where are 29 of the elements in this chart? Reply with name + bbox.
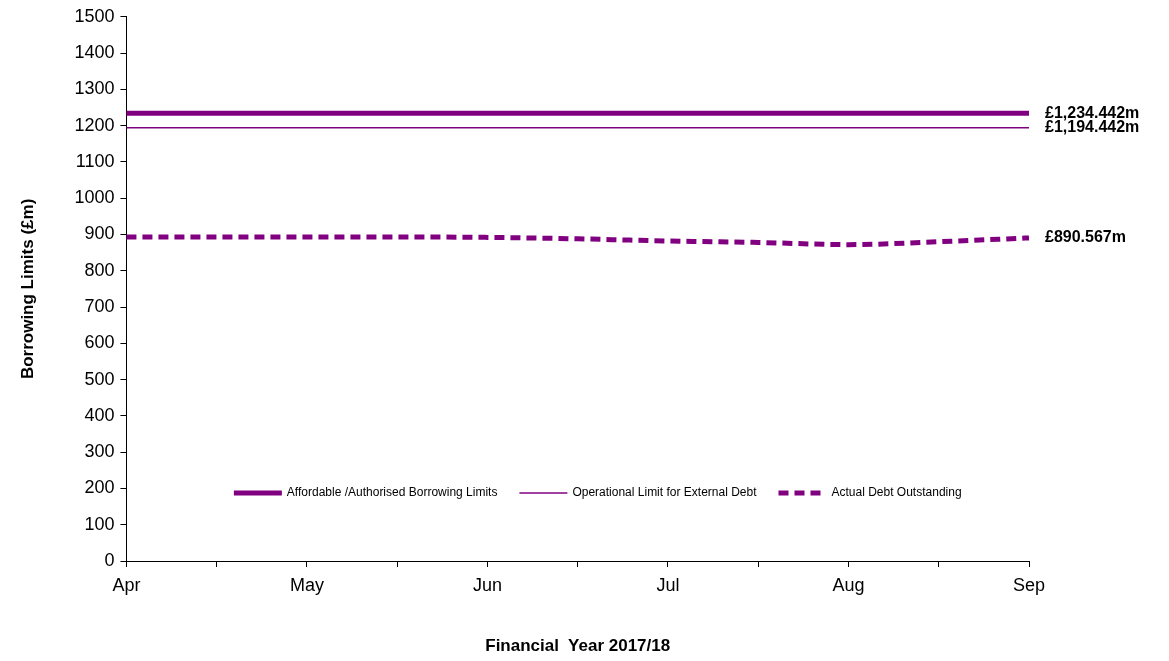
x-tick-label: Jun (472, 574, 502, 595)
y-tick-label: 1000 (74, 187, 115, 208)
y-tick-label: 1500 (74, 5, 115, 26)
y-tick-label: 600 (84, 332, 115, 353)
y-tick-label: 1200 (74, 114, 115, 135)
y-tick-label: 100 (84, 513, 115, 534)
y-tick-label: 200 (84, 477, 115, 498)
legend-label: Actual Debt Outstanding (831, 485, 962, 500)
legend-label: Affordable /Authorised Borrowing Limits (286, 485, 498, 500)
y-axis-title: Borrowing Limits (£m) (17, 198, 37, 380)
text: £890.567m (1045, 228, 1126, 246)
y-tick-label: 900 (84, 223, 115, 244)
legend-label: Operational Limit for External Debt (572, 485, 758, 500)
y-tick-label: 1400 (74, 42, 115, 63)
x-tick-label: Sep (1012, 574, 1046, 595)
y-tick-label: 300 (84, 441, 115, 462)
x-axis-title: Financial Year 2017/18 (485, 636, 671, 656)
y-tick-label: 700 (84, 296, 115, 317)
y-tick-label: 500 (84, 368, 115, 389)
y-tick-label: 0 (104, 549, 115, 570)
x-tick-label: Jul (656, 574, 680, 595)
x-tick-label: May (289, 574, 324, 595)
y-tick-label: 1100 (75, 150, 115, 171)
y-tick-label: 800 (84, 259, 115, 280)
y-tick-label: 1300 (74, 78, 115, 99)
y-tick-label: 400 (84, 404, 115, 425)
x-tick-label: Aug (832, 574, 865, 595)
x-tick-label: Apr (112, 574, 141, 595)
text: £1,234.442m (1045, 103, 1140, 121)
